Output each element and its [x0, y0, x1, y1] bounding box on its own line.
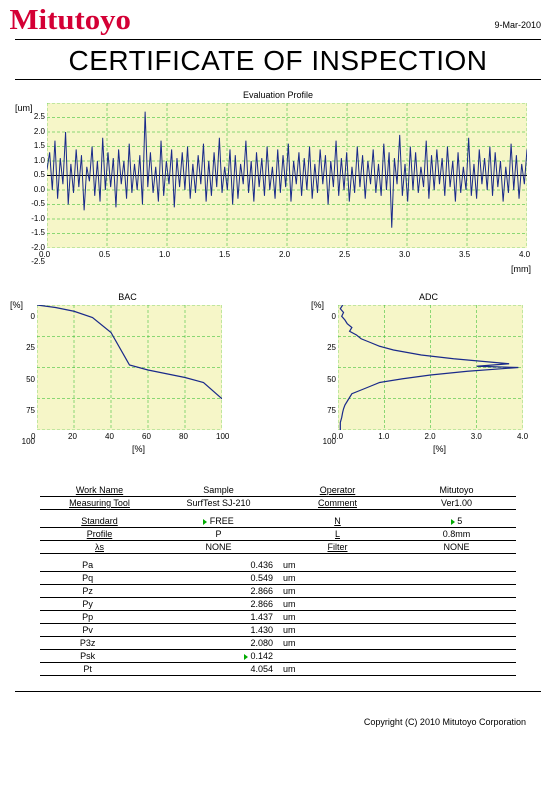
param-value: 0.436 — [135, 559, 278, 572]
param-unit: um — [278, 572, 349, 585]
bac-chart: BAC [%] 0255075100 020406080100 [%] — [15, 282, 240, 454]
profile-chart-title: Evaluation Profile — [15, 90, 541, 100]
param-value: 2.866 — [135, 585, 278, 598]
param-unit: um — [278, 663, 349, 676]
table-cell: Operator — [278, 484, 397, 497]
param-unit: um — [278, 624, 349, 637]
param-name: Py — [40, 598, 135, 611]
table-cell: Profile — [40, 528, 159, 541]
param-unit: um — [278, 598, 349, 611]
table-cell: Comment — [278, 497, 397, 510]
param-name: Pa — [40, 559, 135, 572]
table-cell: Ver1.00 — [397, 497, 516, 510]
param-value: 1.430 — [135, 624, 278, 637]
table-cell: Mitutoyo — [397, 484, 516, 497]
table-cell: L — [278, 528, 397, 541]
info-table-1: Work NameSampleOperatorMitutoyo Measuring… — [40, 484, 516, 510]
param-name: Psk — [40, 650, 135, 663]
table-cell: Measuring Tool — [40, 497, 159, 510]
param-name: Pz — [40, 585, 135, 598]
adc-chart: ADC [%] 0255075100 0.01.02.03.04.0 [%] — [316, 282, 541, 454]
param-value: 2.080 — [135, 637, 278, 650]
param-unit — [278, 650, 349, 663]
table-cell: Filter — [278, 541, 397, 554]
table-cell: NONE — [397, 541, 516, 554]
mitutoyo-logo: Mitutoyo — [15, 5, 125, 37]
param-unit: um — [278, 637, 349, 650]
report-date: 9-Mar-2010 — [494, 20, 541, 30]
table-cell: Sample — [159, 484, 278, 497]
table-cell: λs — [40, 541, 159, 554]
table-cell: SurfTest SJ-210 — [159, 497, 278, 510]
param-value: 0.142 — [135, 650, 278, 663]
param-unit: um — [278, 585, 349, 598]
table-cell: FREE — [159, 515, 278, 528]
param-name: Pv — [40, 624, 135, 637]
table-cell: NONE — [159, 541, 278, 554]
param-value: 1.437 — [135, 611, 278, 624]
table-cell: Work Name — [40, 484, 159, 497]
info-table-2: Standard FREEN 5ProfilePL0.8mmλsNONEFilt… — [40, 515, 516, 554]
param-name: P3z — [40, 637, 135, 650]
table-cell: 0.8mm — [397, 528, 516, 541]
param-unit: um — [278, 611, 349, 624]
table-cell: P — [159, 528, 278, 541]
param-value: 0.549 — [135, 572, 278, 585]
table-cell: N — [278, 515, 397, 528]
table-cell: Standard — [40, 515, 159, 528]
param-name: Pp — [40, 611, 135, 624]
param-name: Pt — [40, 663, 135, 676]
page-title: CERTIFICATE OF INSPECTION — [15, 45, 541, 77]
profile-chart: [um] 2.52.01.51.00.50.0-0.5-1.0-1.5-2.0-… — [15, 103, 541, 262]
measurements-table: Pa0.436umPq0.549umPz2.866umPy2.866umPp1.… — [40, 559, 516, 676]
param-unit: um — [278, 559, 349, 572]
param-name: Pq — [40, 572, 135, 585]
param-value: 4.054 — [135, 663, 278, 676]
param-value: 2.866 — [135, 598, 278, 611]
table-cell: 5 — [397, 515, 516, 528]
copyright-text: Copyright (C) 2010 Mitutoyo Corporation — [15, 717, 541, 727]
